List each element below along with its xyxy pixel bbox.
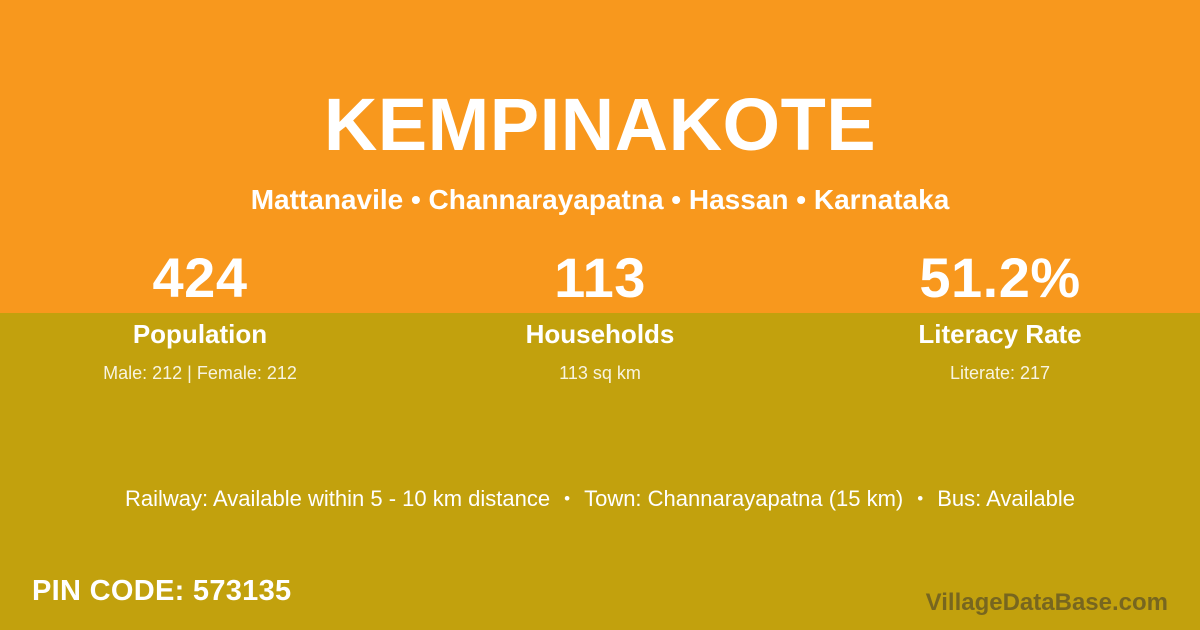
literacy-value: 51.2% [919,246,1081,309]
village-title: KEMPINAKOTE [323,83,877,166]
literacy-label: Literacy Rate [918,319,1082,349]
transport-facts-line: Railway: Available within 5 - 10 km dist… [0,486,1200,512]
orange-header-band [0,0,1200,313]
households-value: 113 [554,246,646,309]
population-value: 424 [152,246,248,309]
population-label: Population [132,319,268,349]
population-caption: Male: 212 | Female: 212 [103,363,297,383]
village-location-breadcrumb: Mattanavile • Channarayapatna • Hassan •… [250,184,950,215]
bus-fact: Bus: Available [937,486,1076,511]
stat-households: 113 Households 113 sq km [400,250,800,384]
households-caption: 113 sq km [559,363,641,383]
watermark-brand: VillageDataBase.com [925,589,1168,616]
households-label: Households [525,319,675,349]
stat-population: 424 Population Male: 212 | Female: 212 [0,250,400,384]
town-fact: Town: Channarayapatna (15 km) [584,486,904,511]
pin-code-text: PIN CODE: 573135 [32,575,292,607]
stats-row: 424 Population Male: 212 | Female: 212 1… [0,250,1200,384]
dot-separator-icon: • [917,489,924,508]
literacy-caption: Literate: 217 [949,363,1051,383]
stat-literacy: 51.2% Literacy Rate Literate: 217 [800,250,1200,384]
railway-fact: Railway: Available within 5 - 10 km dist… [124,486,551,511]
dot-separator-icon: • [564,489,571,508]
